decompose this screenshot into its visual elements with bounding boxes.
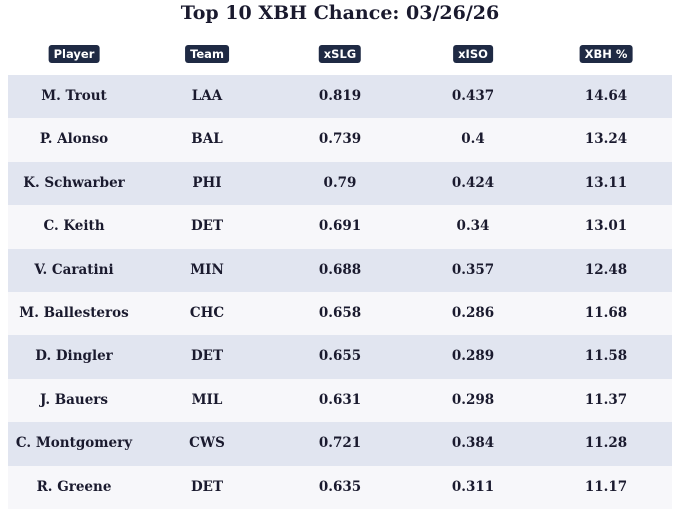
table-cell: J. Bauers [39,391,109,408]
table-cell: 0.819 [318,88,362,104]
table-cell: D. Dingler [35,348,113,365]
table-cell: 0.311 [451,478,495,495]
table-cell: 0.688 [318,261,362,278]
column-header: xISO [453,45,493,63]
table-cell: 11.68 [584,305,628,321]
table-cell: DET [190,478,224,495]
column-header: Team [185,45,229,63]
table-cell: 0.631 [318,391,362,408]
table-cell: 13.24 [584,131,628,148]
table-cell: 13.11 [584,174,628,191]
column-header: Player [48,45,100,63]
table-row: D. Dingler DET 0.655 0.289 11.58 [8,335,672,379]
table-row: M. Ballesteros CHC 0.658 0.286 11.68 [8,292,672,336]
table-row: P. Alonso BAL 0.739 0.4 13.24 [8,118,672,162]
table-cell: 0.739 [318,131,362,148]
table-cell: 0.655 [318,348,362,365]
table-cell: M. Trout [41,88,107,104]
table-cell: DET [190,348,224,365]
table-cell: 0.289 [451,348,495,365]
table-cell: 0.298 [451,391,495,408]
table-cell: R. Greene [36,478,112,495]
table-cell: 0.658 [318,305,362,321]
table-row: K. Schwarber PHI 0.79 0.424 13.11 [8,161,672,206]
table-title: Top 10 XBH Chance: 03/26/26 [180,2,500,24]
table-cell: 11.58 [584,348,628,365]
table-cell: V. Caratini [34,261,114,278]
table-cell: 11.37 [584,391,628,408]
table-cell: 0.357 [451,261,495,278]
table-cell: CHC [189,305,225,321]
table-cell: 12.48 [584,261,628,278]
table-cell: 11.28 [584,435,628,452]
table-row: C. Montgomery CWS 0.721 0.384 11.28 [8,422,672,466]
table-cell: 0.424 [451,174,495,191]
table-cell: C. Montgomery [15,435,133,452]
table-cell: MIL [191,391,223,408]
table-cell: 0.34 [456,218,490,235]
table-cell: 0.635 [318,478,362,495]
table-cell: DET [190,218,224,235]
table-cell: 0.286 [451,305,495,321]
table-cell: 0.79 [323,174,357,191]
table-row: J. Bauers MIL 0.631 0.298 11.37 [8,378,672,423]
table-row: R. Greene DET 0.635 0.311 11.17 [8,465,672,509]
table-cell: MIN [190,261,224,278]
column-header: xSLG [318,45,362,63]
table-cell: BAL [191,131,223,148]
table-cell: CWS [189,435,225,452]
table-cell: 0.384 [451,435,495,452]
table-cell: 11.17 [584,478,628,495]
table-cell: 0.691 [318,218,362,235]
table-cell: P. Alonso [39,131,109,148]
table-cell: 13.01 [584,218,628,235]
table-row: C. Keith DET 0.691 0.34 13.01 [8,205,672,249]
table-cell: LAA [191,88,223,104]
table-cell: PHI [192,174,222,191]
table-row: M. Trout LAA 0.819 0.437 14.64 [8,75,672,119]
table-row: V. Caratini MIN 0.688 0.357 12.48 [8,248,672,292]
table-cell: 0.4 [461,131,485,148]
table-cell: K. Schwarber [23,174,125,191]
table-cell: 14.64 [584,88,628,104]
column-header: XBH % [579,45,633,63]
table-cell: C. Keith [43,218,105,235]
table-cell: 0.721 [318,435,362,452]
table-cell: M. Ballesteros [19,305,129,321]
table-cell: 0.437 [451,88,495,104]
